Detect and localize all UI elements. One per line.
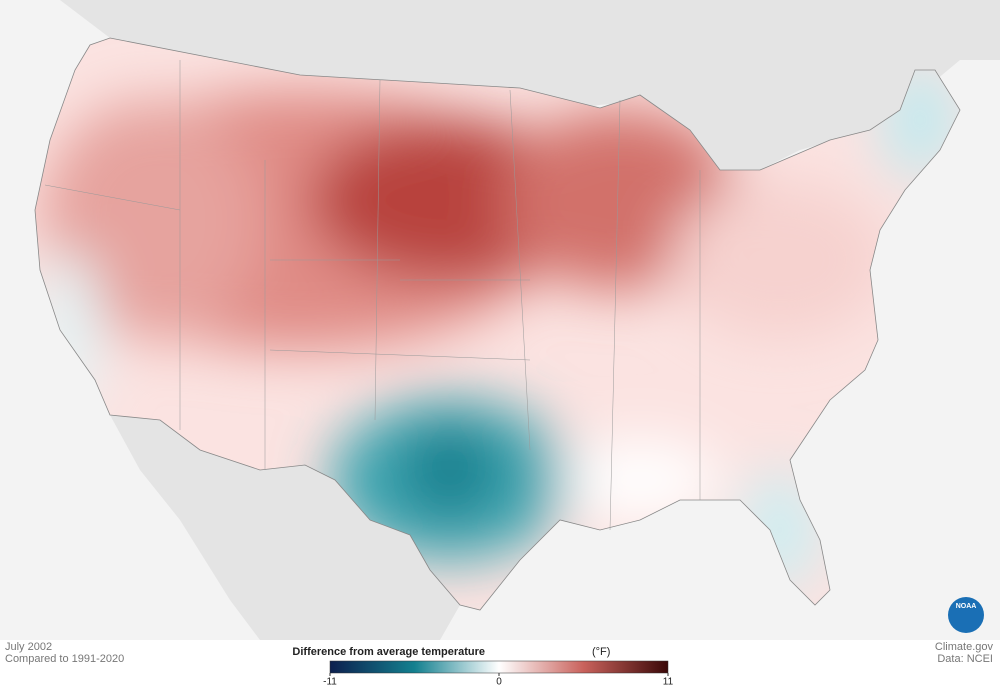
credit-source: Data: NCEI	[937, 653, 993, 665]
colorbar-tick-label: -11	[323, 677, 337, 688]
map-subtitle: Compared to 1991-2020	[5, 653, 124, 665]
credit-site: Climate.gov	[935, 641, 994, 653]
colorbar-tick-label: 0	[496, 677, 502, 688]
canada	[60, 0, 1000, 170]
colorbar-tick-label: 11	[663, 677, 674, 688]
colorbar	[329, 660, 669, 674]
noaa-logo	[948, 597, 984, 633]
mexico	[110, 415, 460, 640]
map-title: July 2002	[5, 641, 52, 653]
noaa-logo-text: NOAA	[956, 603, 977, 610]
legend-title: Difference from average temperature	[292, 646, 485, 658]
legend-unit: (°F)	[592, 646, 610, 658]
state-lines	[44, 60, 701, 531]
